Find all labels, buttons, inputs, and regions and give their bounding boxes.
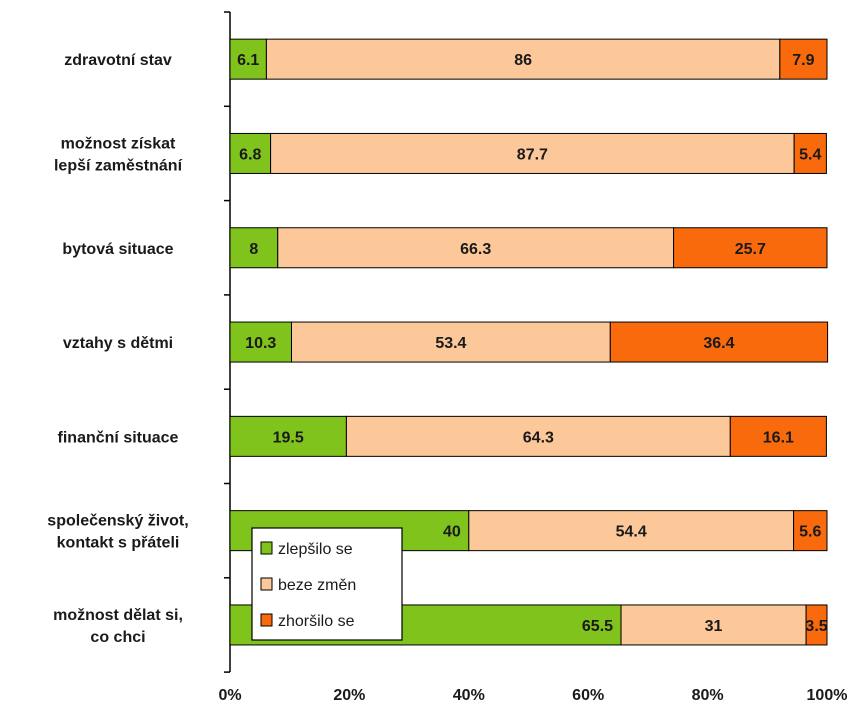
x-tick-label: 100% (807, 687, 848, 704)
category-labels: zdravotní stav možnost získat lepší zaměst… (47, 52, 188, 646)
bar-segment (265, 38, 781, 80)
data-label: 65.5 (582, 618, 613, 635)
bar-segment (229, 415, 347, 457)
bar-segment (229, 321, 292, 363)
bar-segment (673, 227, 828, 269)
bar-segment (290, 321, 611, 363)
category-label: vztahy s dětmi (63, 335, 173, 352)
data-label: 86 (514, 52, 532, 69)
data-label: 64.3 (523, 429, 554, 446)
bar-segment (229, 227, 279, 269)
data-label: 53.4 (435, 335, 466, 352)
bar-segment (805, 604, 828, 646)
bar-segment (277, 227, 675, 269)
legend-swatch (260, 577, 273, 591)
data-label: 5.4 (799, 146, 821, 163)
data-label: 40 (443, 524, 461, 541)
category-label: možnost získat (61, 135, 176, 152)
data-label: 5.6 (799, 524, 821, 541)
data-label: 3.5 (805, 618, 827, 635)
data-label: 31 (705, 618, 723, 635)
category-label: zdravotní stav (64, 52, 172, 69)
data-label: 19.5 (273, 429, 304, 446)
legend-box (251, 527, 403, 641)
legend-label: zlepšilo se (278, 541, 353, 558)
legend-label: zhoršilo se (278, 613, 355, 630)
chart-legend: zlepšilo se beze změn zhoršilo se (251, 527, 403, 641)
legend-swatch (260, 541, 273, 555)
data-label: 54.4 (616, 524, 647, 541)
data-label: 66.3 (460, 241, 491, 258)
bar-segment (729, 415, 827, 457)
category-label: bytová situace (62, 241, 173, 258)
bar-segment (779, 38, 828, 80)
chart-bars: 6.1 86 7.9 6.8 87.7 5.4 8 66.3 25.7 10.3 53.4 36.4 1… (229, 38, 829, 646)
bar-segment (793, 510, 828, 552)
bar-segment (609, 321, 829, 363)
category-label: kontakt s přáteli (57, 535, 180, 552)
data-label: 7.9 (792, 52, 814, 69)
category-label: lepší zaměstnání (54, 157, 183, 174)
data-label: 6.8 (239, 146, 261, 163)
x-tick-label: 60% (572, 687, 604, 704)
x-tick-label: 40% (453, 687, 485, 704)
data-label: 87.7 (517, 146, 548, 163)
x-tick-label: 0% (218, 687, 241, 704)
x-tick-label: 80% (692, 687, 724, 704)
legend-swatch (260, 613, 273, 627)
x-tick-label: 20% (333, 687, 365, 704)
data-label: 25.7 (735, 241, 766, 258)
bar-segment (620, 604, 807, 646)
data-label: 8 (249, 241, 258, 258)
data-label: 6.1 (237, 52, 259, 69)
category-label: co chci (90, 629, 145, 646)
category-label: společenský život, (47, 513, 188, 530)
data-label: 16.1 (763, 429, 794, 446)
data-label: 36.4 (703, 335, 734, 352)
category-label: možnost dělat si, (53, 607, 183, 624)
x-tick-labels: 0% 20% 40% 60% 80% 100% (218, 687, 847, 704)
bar-segment (345, 415, 731, 457)
data-label: 10.3 (245, 335, 276, 352)
chart-axes (224, 11, 231, 673)
bar-segment (793, 132, 827, 174)
bar-segment (468, 510, 795, 552)
category-label: finanční situace (58, 429, 179, 446)
legend-label: beze změn (278, 577, 356, 594)
